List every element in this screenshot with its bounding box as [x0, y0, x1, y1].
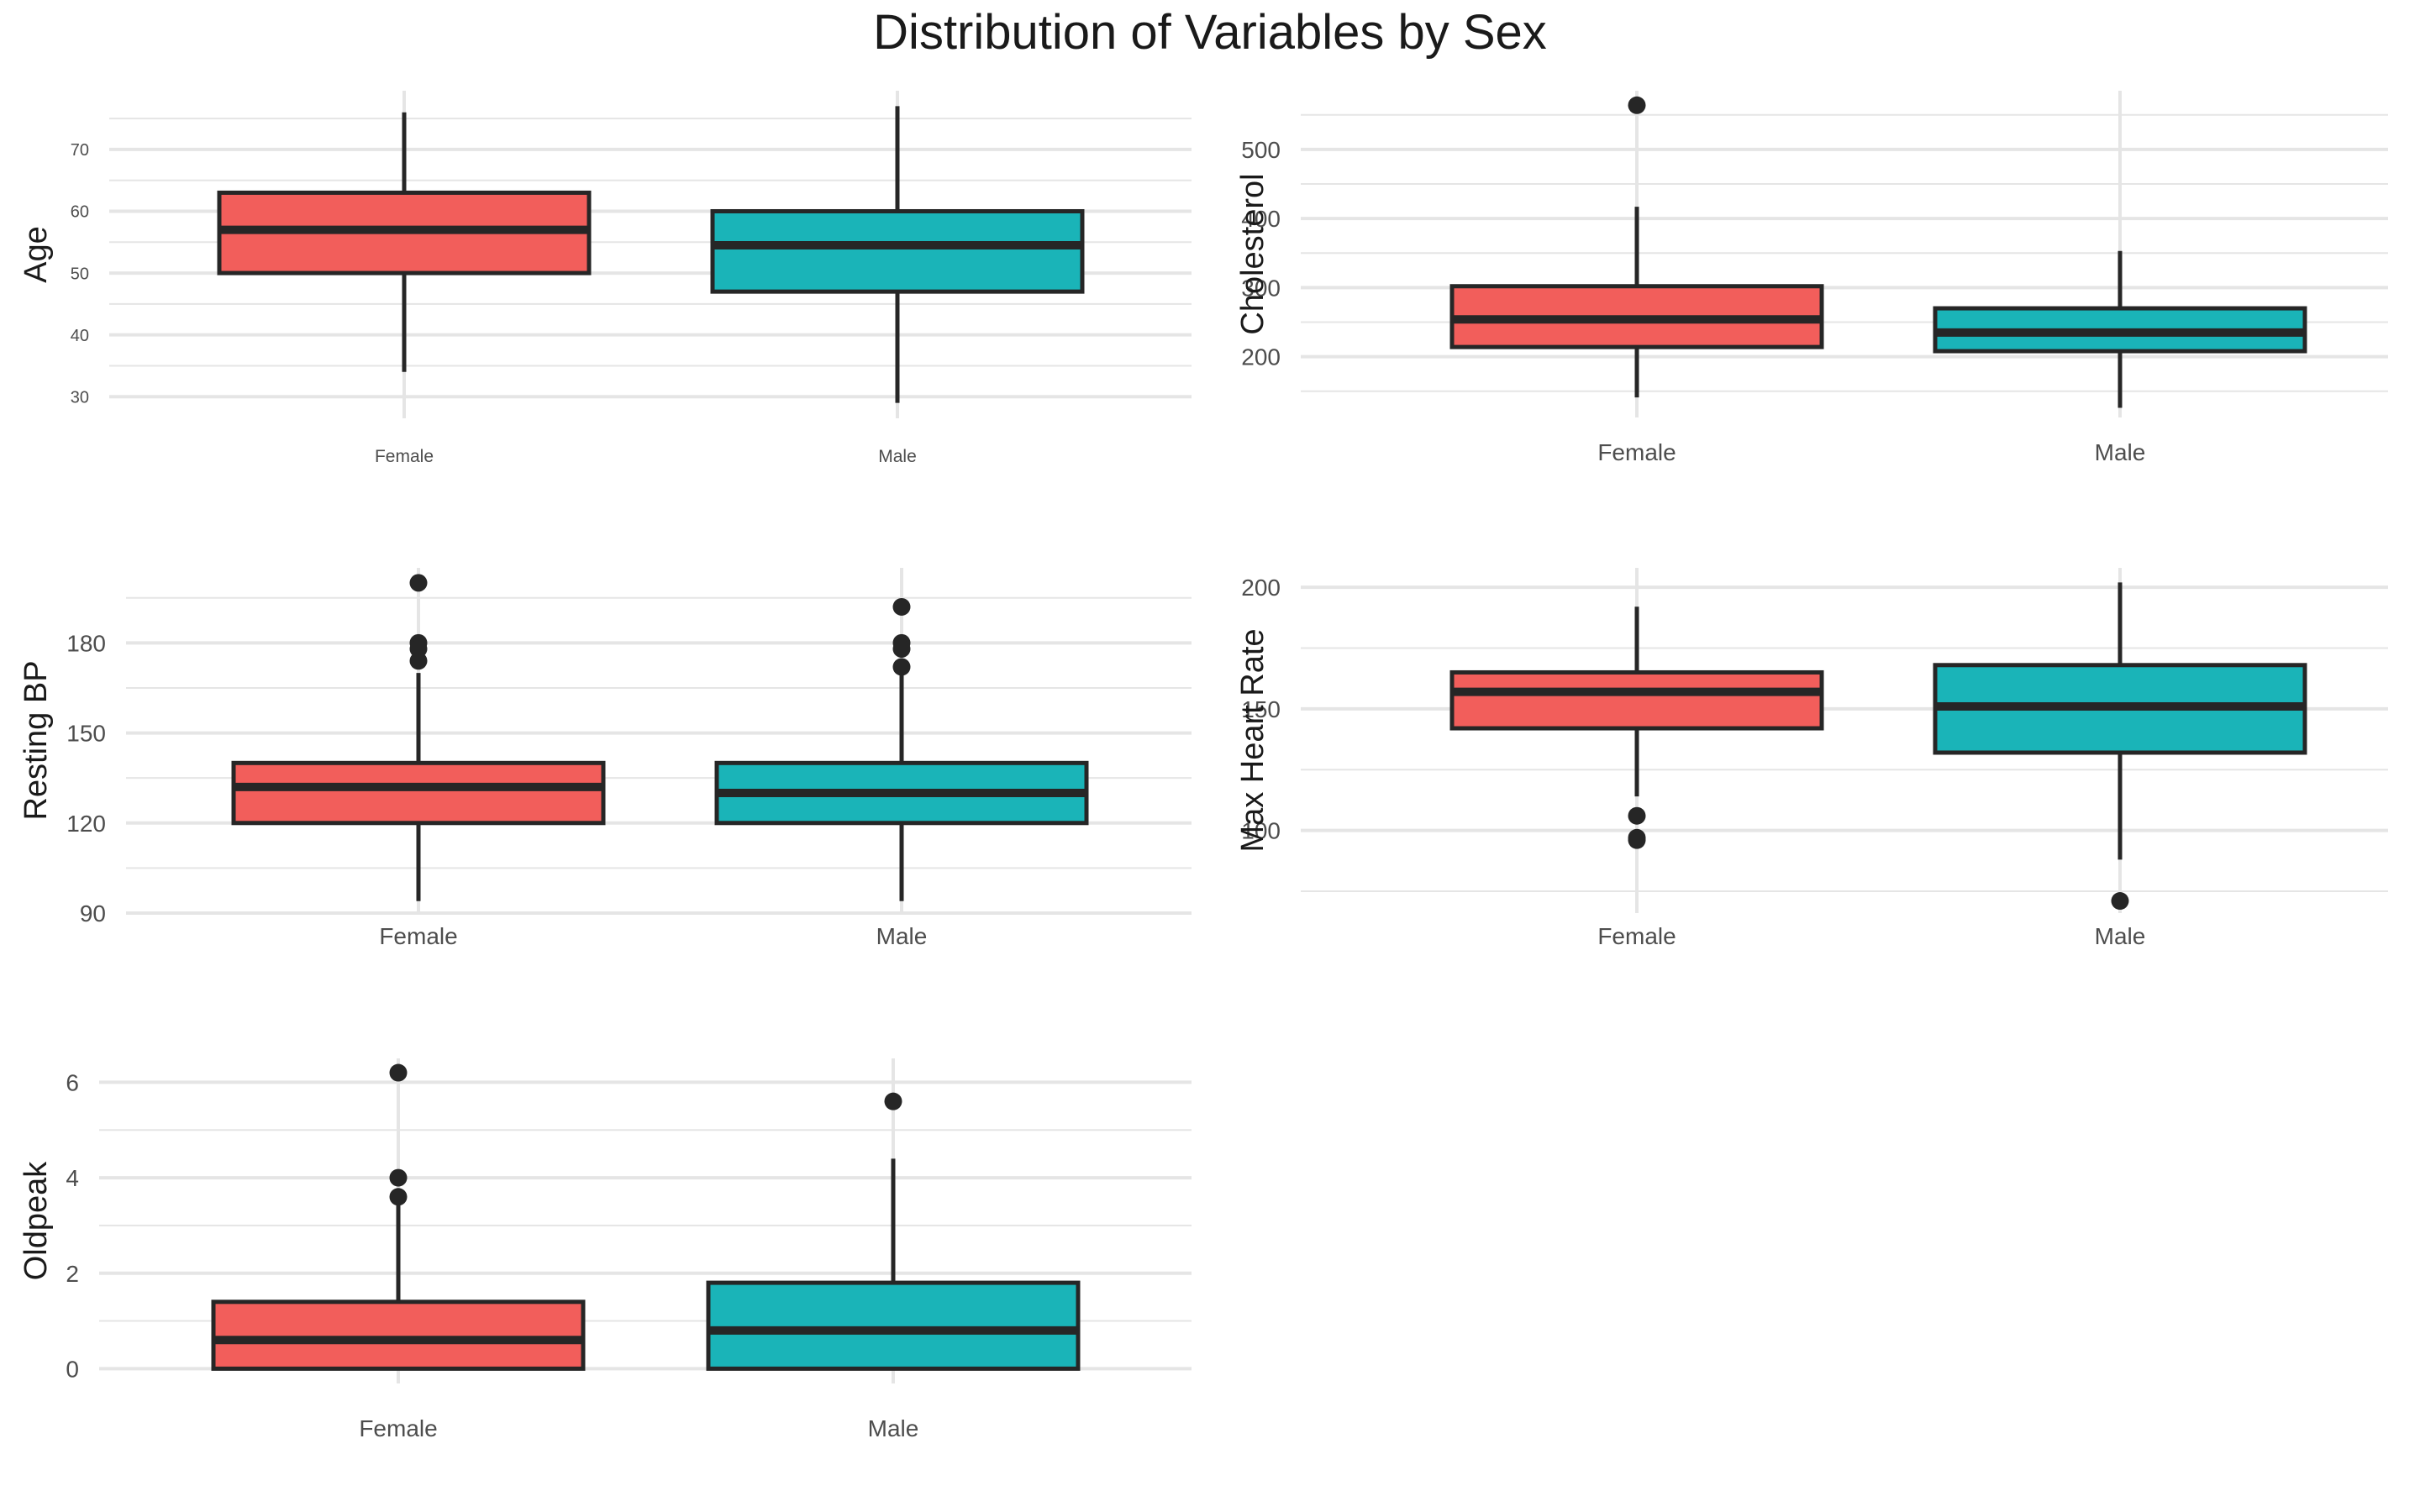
box-female-outlier [1628, 96, 1646, 114]
x-tick-label-female: Female [379, 923, 457, 949]
box-male-outlier [2111, 892, 2129, 911]
box-male-outlier [892, 597, 911, 616]
x-tick-label-male: Male [868, 1415, 919, 1441]
box-female-outlier [389, 1188, 408, 1206]
x-tick-label-female: Female [359, 1415, 437, 1441]
y-tick-label: 200 [1241, 575, 1281, 601]
x-tick-label-female: Female [375, 447, 434, 466]
y-tick-label: 200 [1241, 344, 1281, 370]
x-tick-label-female: Female [1597, 439, 1676, 465]
box-female-outlier [1628, 806, 1646, 825]
y-tick-label: 180 [66, 630, 106, 656]
y-tick-label: 60 [71, 203, 89, 222]
panel-max-heart-rate: 100 150 200 Female Male Max Heart Rate [1235, 568, 2388, 949]
y-axis-label: Oldpeak [18, 1161, 54, 1281]
y-tick-label: 4 [66, 1165, 79, 1191]
y-tick-label: 40 [71, 327, 89, 345]
y-tick-label: 0 [66, 1356, 79, 1382]
y-axis-label: Max Heart Rate [1235, 628, 1270, 852]
box-female [1449, 669, 1824, 731]
box-female [231, 760, 606, 826]
x-tick-label-male: Male [2095, 439, 2146, 465]
y-tick-label: 500 [1241, 137, 1281, 163]
y-tick-label: 150 [66, 721, 106, 747]
chart-title: Distribution of Variables by Sex [873, 5, 1547, 60]
y-tick-label: 100 [1241, 818, 1281, 844]
box-male-outlier [892, 658, 911, 676]
y-tick-label: 30 [71, 388, 89, 407]
y-tick-label: 6 [66, 1069, 79, 1095]
box-female-outlier [409, 652, 428, 670]
x-tick-label-female: Female [1597, 923, 1676, 949]
y-tick-label: 2 [66, 1261, 79, 1287]
y-tick-label: 70 [71, 141, 89, 160]
box-female [211, 1299, 586, 1371]
x-tick-label-male: Male [878, 447, 917, 466]
y-tick-label: 90 [80, 900, 106, 927]
box-female-outlier [1628, 831, 1646, 849]
y-tick-label: 300 [1241, 275, 1281, 301]
box-female-outlier [389, 1168, 408, 1187]
panel-resting-bp: 90 120 150 180 Female Male Resting BP [18, 568, 1192, 949]
box-male [710, 208, 1085, 294]
box-female-outlier [389, 1063, 408, 1082]
panel-oldpeak: 0 2 4 6 Female Male Oldpeak [18, 1058, 1192, 1441]
x-tick-label-male: Male [2095, 923, 2146, 949]
y-tick-label: 50 [71, 265, 89, 283]
box-male [706, 1280, 1081, 1371]
panel-cholesterol: 200 300 400 500 Female Male Cholesterol [1235, 91, 2388, 465]
box-female-outlier [409, 574, 428, 592]
y-tick-label: 150 [1241, 696, 1281, 722]
y-axis-label: Cholesterol [1235, 173, 1270, 334]
x-tick-label-male: Male [876, 923, 928, 949]
panel-age: 30 40 50 60 70 Female Male Age [18, 91, 1192, 466]
y-axis-label: Resting BP [18, 660, 54, 820]
y-axis-label: Age [18, 226, 54, 283]
y-tick-label: 400 [1241, 206, 1281, 232]
box-male-outlier [884, 1092, 902, 1110]
y-tick-label: 120 [66, 811, 106, 837]
box-male-outlier [892, 639, 911, 658]
